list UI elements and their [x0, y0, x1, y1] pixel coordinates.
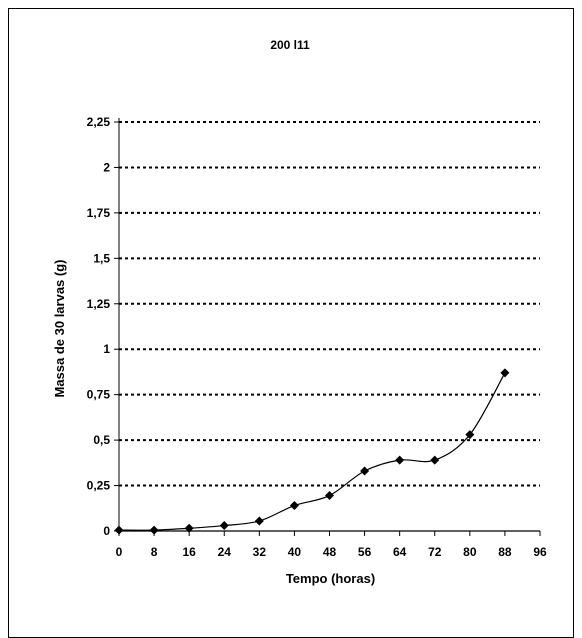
x-tick-label-11: 88: [498, 545, 512, 559]
data-point-4: [254, 516, 264, 526]
x-tick-label-9: 72: [428, 545, 442, 559]
gridlines: [119, 121, 540, 487]
y-axis-title: Massa de 30 larvas (g): [52, 259, 67, 397]
data-point-2: [184, 523, 194, 533]
data-point-8: [395, 455, 405, 465]
data-point-7: [360, 466, 370, 476]
data-point-5: [289, 501, 299, 511]
y-tick-label-9: 2,25: [87, 115, 111, 129]
data-point-6: [325, 491, 334, 501]
series-line-0: [118, 372, 506, 531]
x-tick-label-2: 16: [182, 545, 196, 559]
data-point-1: [149, 525, 159, 535]
axes: 0 0,25 0,5 0,75 1 1,25 1,5 1,75 2 2,25 0 8 16 24 32 40 4…: [87, 115, 547, 559]
data-point-11: [500, 368, 510, 378]
x-tick-label-10: 80: [463, 545, 477, 559]
data-point-9: [430, 455, 440, 465]
y-tick-label-7: 1,75: [87, 206, 111, 220]
x-tick-label-0: 0: [116, 545, 123, 559]
data-point-0: [114, 525, 124, 535]
x-tick-label-12: 96: [533, 545, 547, 559]
data-point-10: [465, 430, 475, 440]
y-tick-label-6: 1,5: [93, 251, 110, 265]
x-tick-label-6: 48: [323, 545, 337, 559]
x-tick-label-7: 56: [358, 545, 372, 559]
y-tick-label-0: 0: [103, 524, 110, 538]
x-axis-title: Tempo (horas): [286, 571, 375, 586]
x-tick-label-1: 8: [151, 545, 158, 559]
y-tick-label-8: 2: [103, 160, 110, 174]
y-tick-label-2: 0,5: [93, 433, 110, 447]
y-tick-label-4: 1: [103, 342, 110, 356]
x-tick-label-4: 32: [253, 545, 267, 559]
y-tick-label-3: 0,75: [87, 388, 111, 402]
y-tick-label-5: 1,25: [87, 297, 111, 311]
data-series: [114, 368, 510, 535]
y-tick-label-1: 0,25: [87, 479, 111, 493]
data-point-3: [219, 521, 229, 531]
x-tick-label-3: 24: [218, 545, 232, 559]
x-tick-label-8: 64: [393, 545, 407, 559]
chart-title: 200 l11: [270, 38, 310, 52]
x-tick-label-5: 40: [288, 545, 302, 559]
chart-frame: [8, 8, 574, 638]
